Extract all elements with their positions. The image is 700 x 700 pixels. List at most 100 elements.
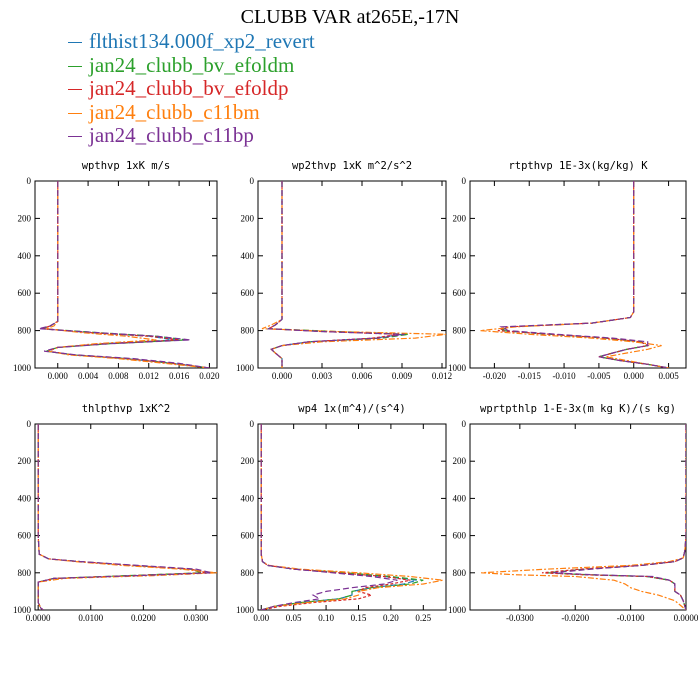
y-tick-label: 800 xyxy=(241,326,255,336)
panel-title: thlpthvp 1xK^2 xyxy=(82,403,171,415)
y-tick-label: 400 xyxy=(18,251,32,261)
y-tick-label: 1000 xyxy=(236,363,255,373)
panel-title: wpthvp 1xK m/s xyxy=(82,160,171,172)
series-line xyxy=(46,181,210,368)
y-tick-label: 600 xyxy=(18,531,32,541)
y-tick-label: 600 xyxy=(241,288,255,298)
x-tick-label: 0.0300 xyxy=(184,613,209,623)
legend-swatch xyxy=(68,89,82,91)
panel-title: wp2thvp 1xK m^2/s^2 xyxy=(292,160,412,172)
y-tick-label: 200 xyxy=(241,213,255,223)
y-tick-label: 400 xyxy=(18,493,32,503)
plot-frame xyxy=(257,180,447,369)
series-line xyxy=(260,424,417,610)
figure-title: CLUBB VAR at265E,-17N xyxy=(240,6,460,28)
legend-label: flthist134.000f_xp2_revert xyxy=(89,29,315,54)
x-tick-label: 0.000 xyxy=(272,371,293,381)
y-tick-label: 1000 xyxy=(236,605,255,615)
y-tick-label: 600 xyxy=(241,531,255,541)
legend-label: jan24_clubb_bv_efoldp xyxy=(89,76,289,101)
y-tick-label: 400 xyxy=(453,493,467,503)
legend-item: jan24_clubb_c11bp xyxy=(68,123,315,148)
series-line xyxy=(499,181,669,368)
x-tick-label: -0.020 xyxy=(483,371,507,381)
legend-item: jan24_clubb_bv_efoldm xyxy=(68,52,315,78)
x-tick-label: 0.004 xyxy=(78,371,99,381)
y-tick-label: 400 xyxy=(453,251,467,261)
y-tick-label: 600 xyxy=(18,288,32,298)
y-tick-label: 800 xyxy=(453,326,467,336)
x-tick-label: 0.003 xyxy=(312,371,333,381)
series-line xyxy=(481,424,686,610)
series-line xyxy=(260,424,424,610)
x-tick-label: 0.0000 xyxy=(26,613,51,623)
series-line xyxy=(480,181,669,368)
y-tick-label: 800 xyxy=(241,568,255,578)
series-line xyxy=(499,181,669,368)
x-tick-label: 0.005 xyxy=(658,371,679,381)
x-tick-label: 0.15 xyxy=(351,613,367,623)
y-tick-label: 0 xyxy=(462,176,467,186)
x-tick-label: 0.05 xyxy=(286,613,302,623)
x-tick-label: 0.016 xyxy=(169,371,190,381)
y-tick-label: 1000 xyxy=(448,605,467,615)
y-tick-label: 200 xyxy=(241,456,255,466)
x-tick-label: -0.010 xyxy=(552,371,576,381)
x-tick-label: 0.000 xyxy=(624,371,645,381)
x-tick-label: 0.0000 xyxy=(674,613,699,623)
plot-frame xyxy=(469,423,687,611)
x-tick-label: -0.0100 xyxy=(617,613,645,623)
series-line xyxy=(547,424,686,610)
series-line xyxy=(38,181,210,368)
x-tick-label: 0.012 xyxy=(139,371,159,381)
y-tick-label: 0 xyxy=(27,176,32,186)
y-tick-label: 1000 xyxy=(448,363,467,373)
series-line xyxy=(260,424,411,610)
legend-label: jan24_clubb_c11bm xyxy=(89,99,260,124)
x-tick-label: 0.008 xyxy=(108,371,129,381)
y-tick-label: 1000 xyxy=(13,605,32,615)
legend-label: jan24_clubb_bv_efoldm xyxy=(89,52,295,77)
x-tick-label: -0.0200 xyxy=(561,613,589,623)
plot-frame xyxy=(34,180,218,369)
legend-swatch xyxy=(68,136,82,138)
legend-item: jan24_clubb_c11bm xyxy=(68,99,315,125)
series-line xyxy=(37,424,202,610)
plot-frame xyxy=(257,423,447,611)
y-tick-label: 0 xyxy=(250,176,255,186)
y-tick-label: 800 xyxy=(18,568,32,578)
panel-title: rtpthvp 1E-3x(kg/kg) K xyxy=(508,160,648,172)
x-tick-label: 0.00 xyxy=(253,613,269,623)
legend-swatch xyxy=(68,42,82,44)
y-tick-label: 800 xyxy=(453,568,467,578)
plot-frame xyxy=(469,180,687,369)
series-line xyxy=(37,424,212,610)
x-tick-label: 0.012 xyxy=(432,371,452,381)
y-tick-label: 0 xyxy=(27,419,32,429)
series-line xyxy=(37,424,207,610)
x-tick-label: 0.20 xyxy=(383,613,399,623)
y-tick-label: 400 xyxy=(241,251,255,261)
x-tick-label: 0.006 xyxy=(352,371,373,381)
x-tick-label: 0.009 xyxy=(392,371,413,381)
plot-frame xyxy=(34,423,218,611)
series-line xyxy=(499,181,669,368)
legend-item: jan24_clubb_bv_efoldp xyxy=(68,76,315,101)
legend-label: jan24_clubb_c11bp xyxy=(89,123,254,148)
legend: flthist134.000f_xp2_revert jan24_clubb_b… xyxy=(68,29,315,148)
x-tick-label: 0.0200 xyxy=(131,613,156,623)
x-tick-label: 0.10 xyxy=(318,613,334,623)
legend-item: flthist134.000f_xp2_revert xyxy=(68,29,315,54)
y-tick-label: 800 xyxy=(18,326,32,336)
legend-swatch xyxy=(68,65,82,67)
series-line xyxy=(260,424,398,610)
y-tick-label: 600 xyxy=(453,288,467,298)
y-tick-label: 400 xyxy=(241,493,255,503)
x-tick-label: -0.015 xyxy=(518,371,542,381)
series-line xyxy=(553,424,686,610)
x-tick-label: -0.005 xyxy=(587,371,611,381)
series-line xyxy=(37,424,217,610)
y-tick-label: 200 xyxy=(453,456,467,466)
y-tick-label: 0 xyxy=(250,419,255,429)
